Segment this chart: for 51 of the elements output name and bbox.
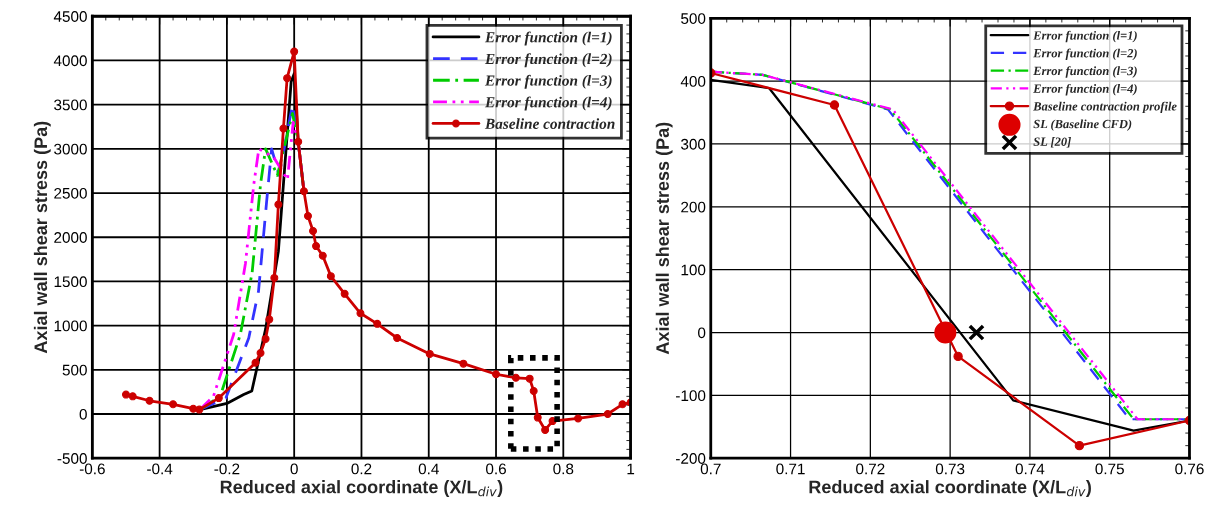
y-tick-label: 1500 [54, 276, 87, 288]
legend-label: Error function (l=4) [484, 96, 612, 111]
legend-label: Baseline contraction profile [1033, 101, 1177, 114]
y-tick-label: 3000 [54, 143, 87, 155]
x-tick-label: -0.2 [214, 463, 240, 475]
y-tick-label: 3500 [54, 99, 87, 111]
y-tick-label: -200 [676, 453, 706, 464]
legend-label: Error function (l=3) [484, 74, 612, 89]
y-tick-label: 4000 [53, 55, 87, 67]
y-tick-label: 500 [62, 364, 87, 376]
y-tick-label: 100 [681, 264, 706, 276]
x-tick-label: 0.76 [1175, 463, 1204, 475]
x-tick-label: -0.4 [147, 463, 173, 475]
y-tick-label: 0 [698, 327, 706, 339]
legend-label: SL [20] [1033, 137, 1071, 148]
y-tick-label: 2000 [54, 232, 87, 243]
x-axis-title: Reduced axial coordinate (X/L$_{div}$) [220, 480, 503, 497]
legend-label: Error function (l=2) [484, 53, 612, 68]
y-tick-label: 500 [681, 13, 706, 24]
x-tick-label: 0.4 [418, 463, 439, 475]
x-tick-label: 0.6 [486, 463, 506, 475]
x-tick-label: 0 [290, 463, 298, 475]
y-tick-label: -100 [676, 390, 706, 402]
y-tick-label: 1000 [54, 320, 87, 332]
y-axis-title: Axial wall shear stress (Pa) [655, 122, 673, 355]
legend-label: Error function (l=1) [1033, 30, 1137, 43]
y-tick-label: 400 [680, 76, 706, 87]
x-tick-label: 0.7 [700, 463, 721, 475]
y-tick-label: 300 [681, 138, 706, 150]
x-tick-label: 0.71 [776, 463, 805, 475]
y-tick-label: 200 [681, 201, 706, 213]
x-tick-label: 0.75 [1095, 463, 1124, 475]
x-tick-label: 1 [627, 463, 635, 475]
x-tick-label: 0.73 [935, 463, 965, 475]
y-tick-label: 4500 [53, 11, 87, 22]
x-axis-title: Reduced axial coordinate (X/L$_{div}$) [809, 480, 1091, 497]
legend-label: Error function (l=4) [1033, 83, 1137, 96]
y-tick-label: -500 [57, 453, 87, 464]
legend-label: Error function (l=3) [1033, 66, 1137, 78]
legend-label: Error function (l=1) [484, 31, 612, 46]
x-tick-label: -0.6 [79, 463, 105, 475]
y-tick-label: 2500 [54, 187, 87, 199]
legend-label: SL (Baseline CFD) [1033, 119, 1132, 131]
y-tick-label: 0 [79, 408, 87, 420]
x-tick-label: 0.74 [1015, 463, 1045, 475]
x-tick-label: 0.8 [553, 463, 574, 475]
y-axis-title: Axial wall shear stress (Pa) [33, 121, 51, 354]
x-tick-label: 0.2 [351, 463, 372, 475]
legend-label: Error function (l=2) [1033, 48, 1137, 60]
legend-label: Baseline contraction [484, 118, 615, 129]
x-tick-label: 0.72 [856, 463, 885, 475]
